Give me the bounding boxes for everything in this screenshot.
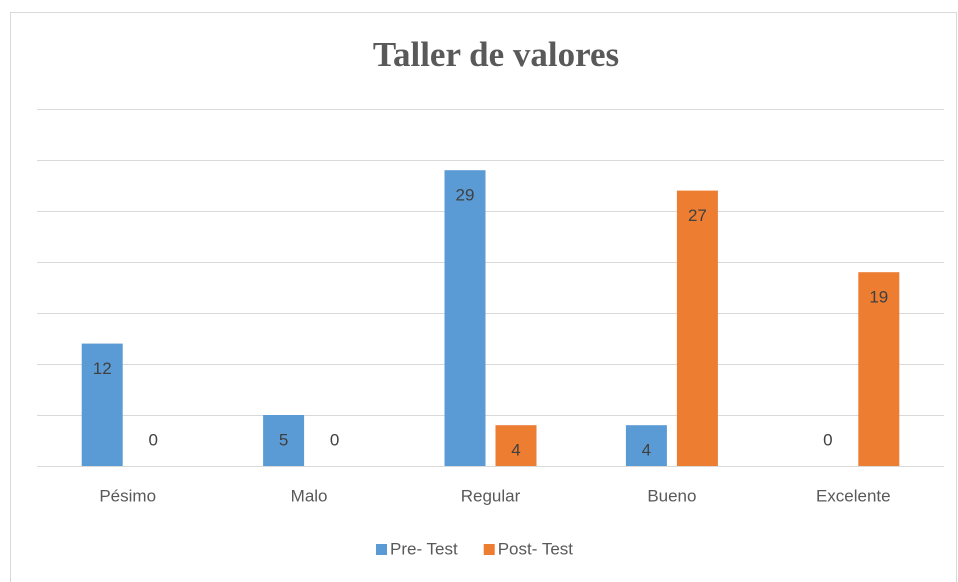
data-label: 0 — [148, 430, 157, 449]
bar — [444, 170, 486, 466]
chart-title: Taller de valores — [373, 35, 619, 74]
data-label: 5 — [279, 430, 288, 449]
bar — [263, 415, 305, 466]
legend-swatch — [483, 544, 495, 555]
x-tick-label: Pésimo — [99, 486, 156, 505]
data-label: 4 — [511, 441, 520, 460]
x-tick-label: Bueno — [647, 486, 696, 505]
data-label: 29 — [456, 186, 475, 205]
data-label: 0 — [330, 430, 339, 449]
x-tick-label: Excelente — [816, 486, 891, 505]
data-label: 0 — [823, 430, 832, 449]
bar — [858, 272, 900, 466]
bar — [81, 343, 123, 466]
data-label: 4 — [642, 441, 651, 460]
data-label: 19 — [869, 288, 888, 307]
legend-label: Post- Test — [498, 539, 574, 558]
legend-swatch — [376, 544, 387, 555]
data-label: 27 — [688, 206, 707, 225]
bar — [676, 190, 718, 466]
x-tick-label: Malo — [291, 486, 328, 505]
bar — [495, 425, 537, 466]
data-label: 12 — [93, 359, 112, 378]
legend-label: Pre- Test — [390, 539, 458, 558]
bar — [625, 425, 667, 466]
x-tick-label: Regular — [461, 486, 521, 505]
